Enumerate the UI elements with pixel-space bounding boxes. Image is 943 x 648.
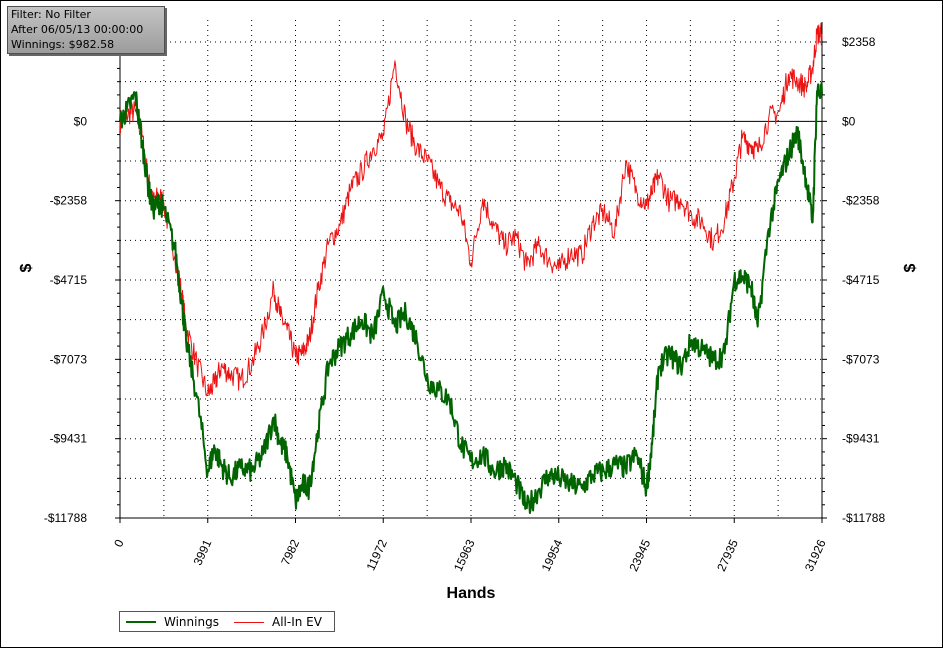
series-lines bbox=[119, 22, 823, 514]
legend: Winnings All-In EV bbox=[119, 611, 335, 632]
legend-item-allin-ev: All-In EV bbox=[234, 615, 322, 629]
y-tick-label: $2358 bbox=[842, 35, 876, 49]
allin-ev-swatch bbox=[234, 621, 264, 623]
x-tick-label: 27935 bbox=[714, 537, 741, 573]
y-tick-label: -$9431 bbox=[50, 432, 88, 446]
y-tick-label: -$4715 bbox=[50, 273, 88, 287]
legend-label-winnings: Winnings bbox=[164, 615, 219, 629]
legend-item-winnings: Winnings bbox=[126, 615, 219, 629]
filter-info-box: Filter: No Filter After 06/05/13 00:00:0… bbox=[7, 6, 165, 54]
y-tick-label: -$7073 bbox=[842, 352, 880, 366]
y-tick-label: -$4715 bbox=[842, 273, 880, 287]
series-line-winnings bbox=[119, 82, 823, 514]
x-tick-label: 19954 bbox=[539, 537, 566, 573]
y-tick-label: -$9431 bbox=[842, 432, 880, 446]
y-axis-left: $2358$0-$2358-$4715-$7073-$9431-$11788 bbox=[44, 35, 120, 525]
y-tick-label: -$11788 bbox=[44, 511, 87, 525]
legend-label-allin-ev: All-In EV bbox=[272, 615, 322, 629]
x-tick-label: 23945 bbox=[626, 537, 653, 573]
x-axis-label: Hands bbox=[447, 585, 496, 602]
series-line-all-in-ev bbox=[119, 22, 823, 397]
y-axis-label-left: $ bbox=[18, 263, 35, 272]
date-filter-label: After 06/05/13 00:00:00 bbox=[11, 23, 144, 36]
filter-label: Filter: No Filter bbox=[11, 8, 91, 21]
winnings-swatch bbox=[126, 621, 156, 623]
y-tick-label: -$11788 bbox=[842, 511, 885, 525]
x-tick-label: 15963 bbox=[451, 537, 478, 573]
y-axis-right: $2358 $0 -$2358 -$4715 -$7073 -$9431 -$11788 bbox=[822, 35, 885, 525]
grid-lines bbox=[120, 20, 822, 518]
y-tick-label: $0 bbox=[74, 114, 88, 128]
x-tick-label: 0 bbox=[111, 537, 127, 549]
y-tick-label: -$2358 bbox=[842, 194, 880, 208]
y-tick-label: -$7073 bbox=[50, 352, 88, 366]
y-axis-label-right: $ bbox=[902, 263, 919, 272]
y-tick-label: $0 bbox=[842, 114, 856, 128]
x-tick-label: 31926 bbox=[802, 537, 829, 573]
x-tick-label: 11972 bbox=[364, 537, 391, 573]
x-tick-label: 3991 bbox=[191, 537, 215, 567]
y-tick-label: -$2358 bbox=[50, 194, 88, 208]
x-tick-label: 7982 bbox=[278, 537, 302, 567]
x-axis: 0 3991 7982 11972 15963 19954 23945 27935 31926 bbox=[111, 518, 829, 574]
winnings-total-label: Winnings: $982.58 bbox=[11, 38, 115, 51]
